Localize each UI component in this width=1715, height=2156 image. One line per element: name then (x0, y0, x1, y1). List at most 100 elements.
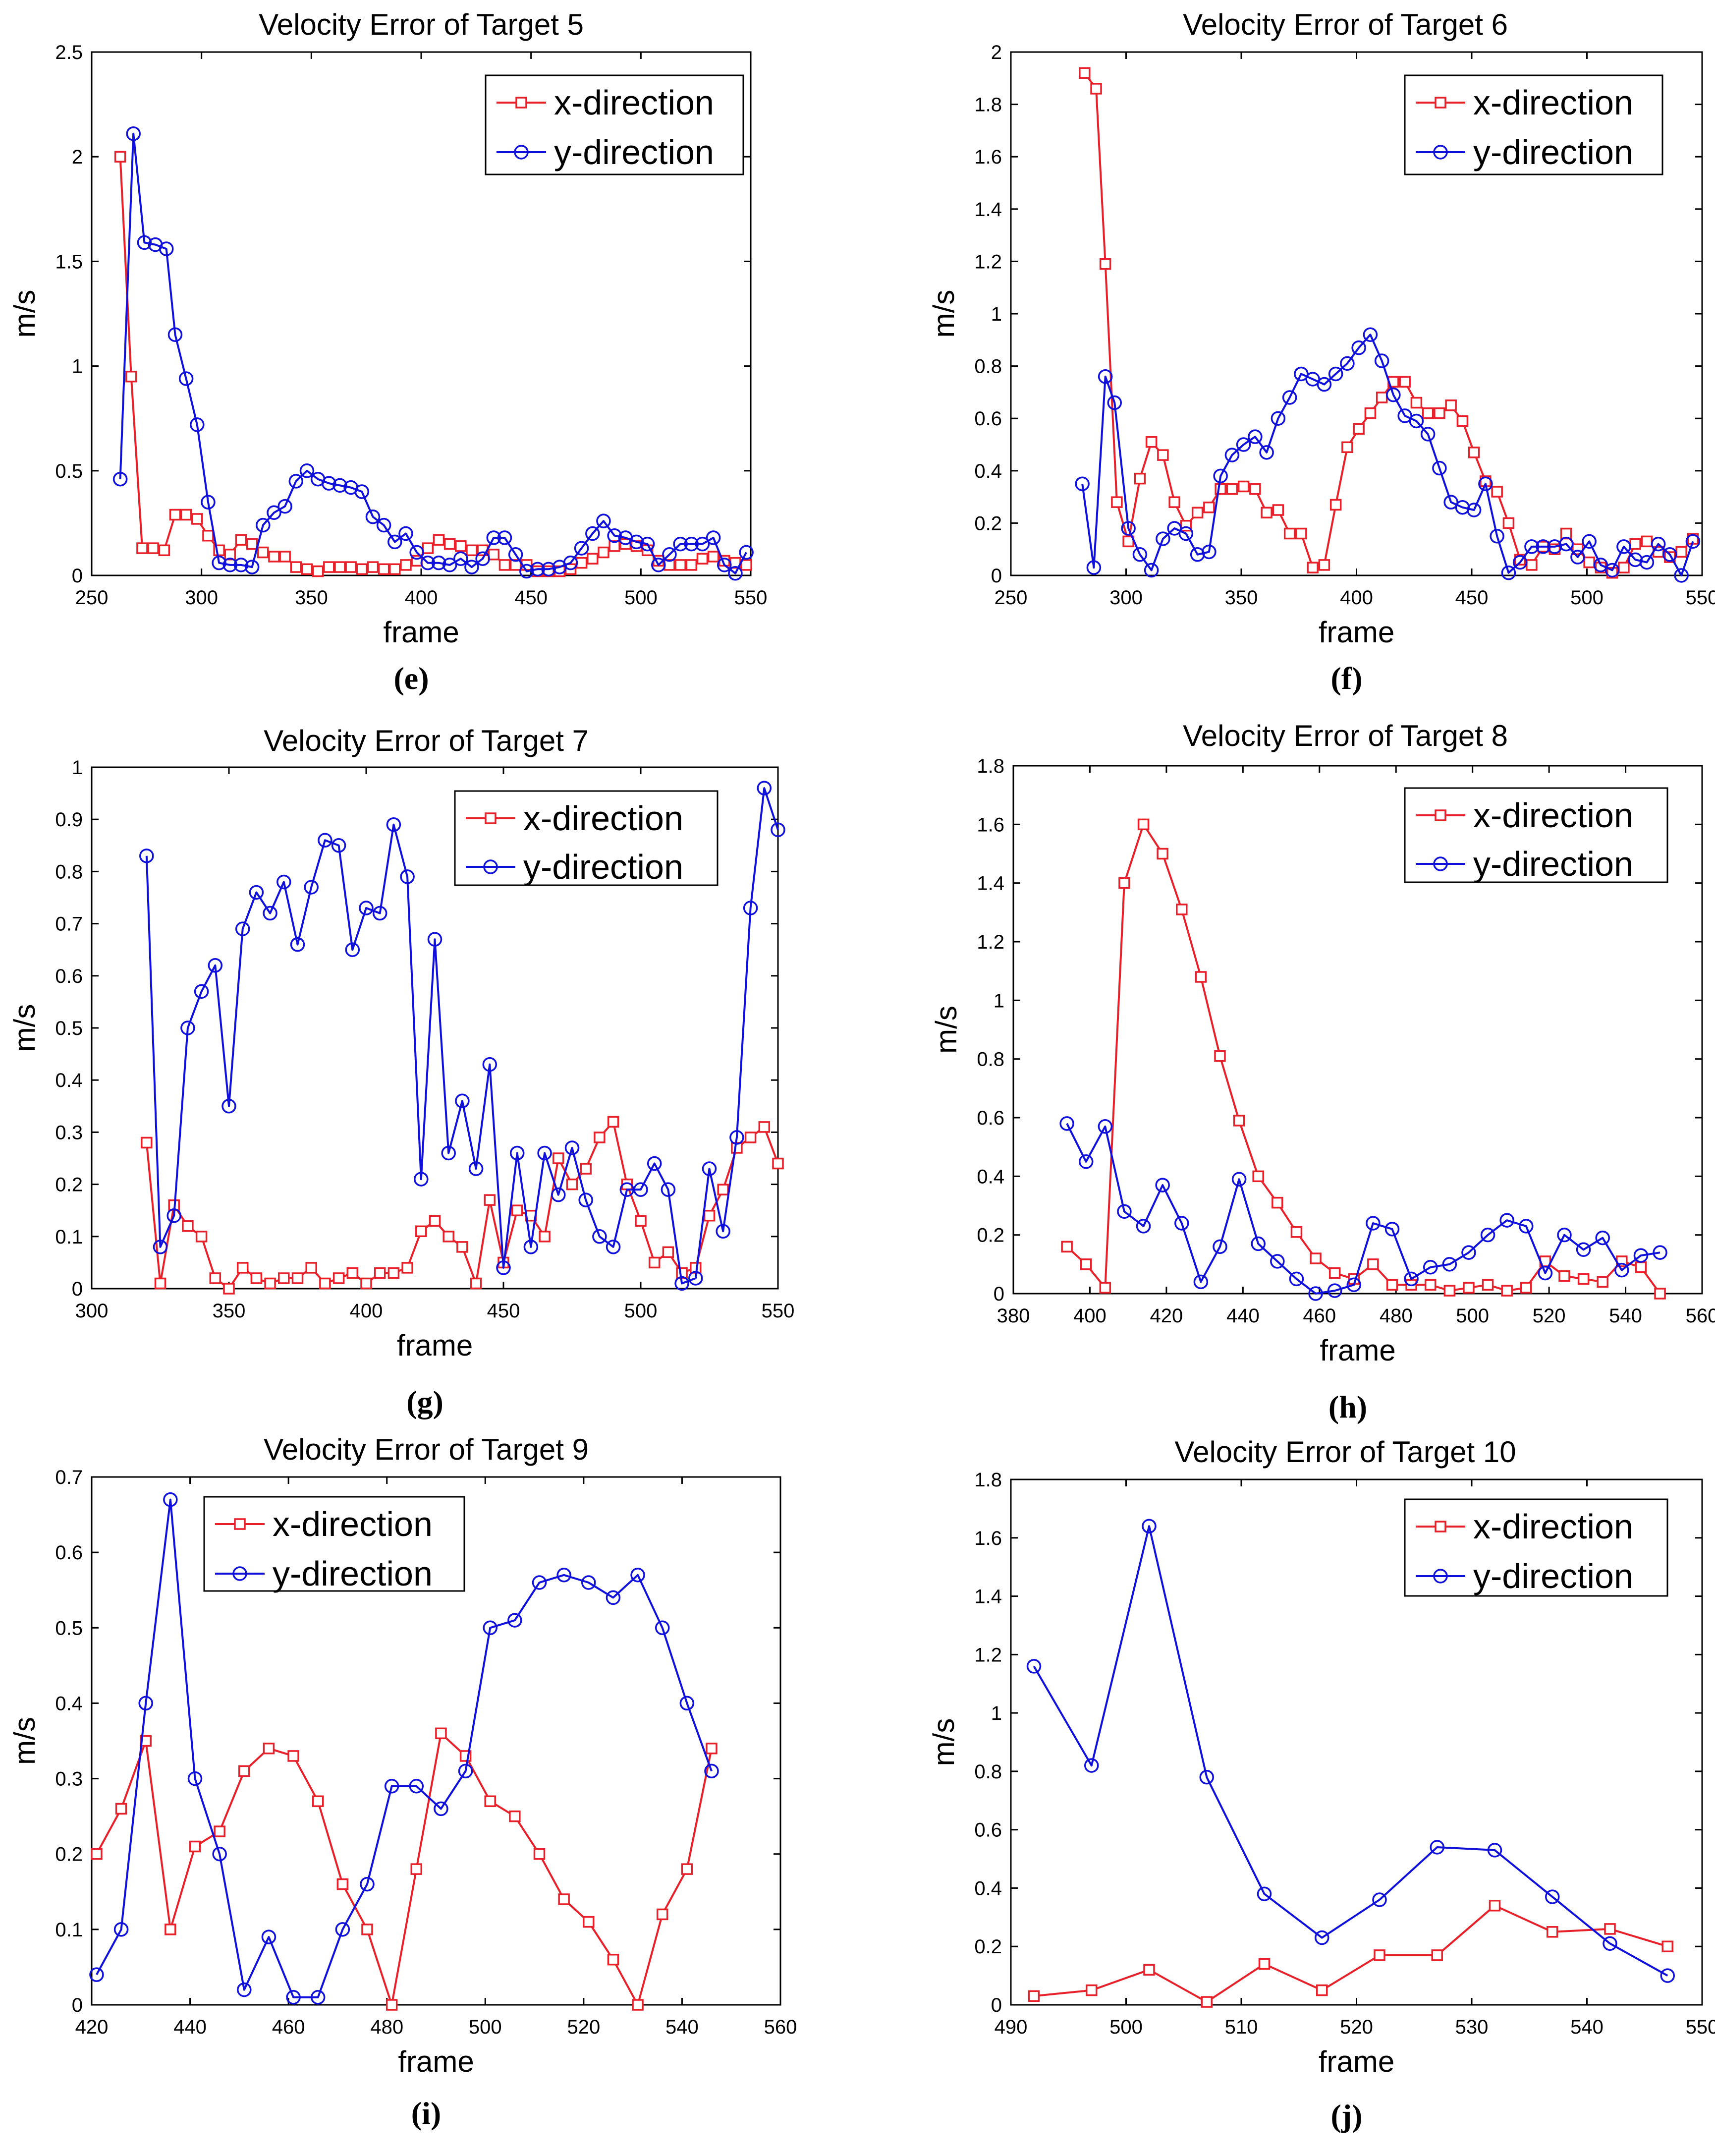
data-point-y (651, 558, 666, 572)
chart-panel-6: Velocity Error of Target 10 490 500 510 520 5… (927, 1435, 1715, 2133)
y-tick-label: 0.2 (974, 1936, 1002, 1958)
data-point-x (332, 1272, 345, 1284)
y-tick-label: 1.8 (977, 755, 1004, 777)
data-point-y (486, 530, 501, 545)
data-point-x (189, 1840, 201, 1853)
data-point-x (158, 544, 170, 557)
x-tick-label: 380 (997, 1305, 1030, 1327)
data-point-x (1145, 436, 1158, 448)
x-axis-label: frame (383, 616, 459, 649)
data-point-y (331, 838, 346, 853)
data-point-y (455, 1093, 470, 1109)
data-point-x (681, 1863, 693, 1875)
chart-title: Velocity Error of Target 7 (264, 724, 589, 757)
data-point-y (1512, 555, 1528, 570)
y-tick-label: 1.8 (974, 94, 1002, 116)
data-point-y (1199, 1769, 1214, 1785)
data-point-y (153, 1240, 168, 1254)
y-tick-label: 0.3 (55, 1122, 83, 1143)
legend-label: x-direction (273, 1505, 433, 1543)
data-point-x (587, 553, 599, 565)
data-point-y (159, 241, 174, 256)
data-point-x (558, 1893, 570, 1905)
data-point-y (365, 509, 381, 524)
y-tick-label: 1.4 (974, 1586, 1002, 1608)
data-point-x (674, 559, 686, 571)
legend: x-direction y-direction (454, 790, 719, 886)
x-tick-label: 400 (1073, 1305, 1106, 1327)
data-point-x (290, 561, 302, 573)
legend-label: y-direction (1473, 845, 1633, 883)
data-point-y (578, 1192, 593, 1207)
data-point-x (455, 540, 467, 552)
x-tick-label: 350 (295, 587, 328, 609)
data-point-y (1366, 1216, 1381, 1231)
data-point-x (594, 1132, 606, 1143)
y-tick-label: 1 (991, 1702, 1002, 1724)
legend-box (203, 1496, 465, 1592)
data-point-x (1654, 1288, 1666, 1300)
y-axis-label: m/s (8, 1004, 41, 1052)
y-tick-label: 0.6 (977, 1107, 1004, 1129)
data-point-y (299, 463, 315, 478)
y-tick-label: 0.8 (974, 1761, 1002, 1783)
y-tick-label: 2.5 (55, 42, 83, 63)
data-point-x (169, 509, 181, 521)
data-point-x (1597, 1276, 1608, 1288)
y-tick-label: 1 (72, 757, 83, 779)
data-point-y (126, 126, 141, 141)
data-point-x (1080, 1258, 1092, 1270)
y-tick-label: 0.6 (974, 408, 1002, 430)
data-point-x (598, 546, 609, 559)
data-point-y (372, 906, 387, 921)
data-point-y (420, 555, 436, 570)
data-point-y (1363, 327, 1378, 342)
data-point-y (194, 984, 209, 999)
data-point-y (359, 901, 374, 915)
x-axis-label: frame (397, 1329, 473, 1362)
data-point-y (322, 476, 336, 491)
data-point-y (1442, 1257, 1457, 1272)
data-point-y (564, 1140, 580, 1155)
data-point-y (1213, 468, 1228, 484)
data-point-y (409, 545, 424, 560)
data-point-y (277, 874, 291, 890)
data-point-x (224, 549, 236, 561)
chart-panel-2: Velocity Error of Target 6 250 300 350 400 45… (927, 8, 1715, 696)
data-point-x (1191, 507, 1204, 519)
data-point-x (707, 551, 719, 563)
data-point-x (263, 1742, 275, 1755)
data-point-x (484, 1194, 496, 1206)
data-point-x (1399, 376, 1411, 388)
data-point-x (1434, 407, 1445, 419)
y-tick-label: 2 (72, 146, 83, 168)
x-axis-label: frame (1320, 1334, 1395, 1367)
data-point-x (374, 1267, 386, 1279)
data-point-y (427, 932, 443, 947)
x-tick-label: 440 (1226, 1305, 1260, 1327)
data-point-x (1367, 1258, 1379, 1270)
data-point-y (1662, 547, 1677, 562)
data-point-y (1409, 413, 1424, 429)
data-point-x (361, 1924, 373, 1935)
data-point-y (1282, 390, 1297, 405)
data-point-y (1386, 387, 1401, 402)
y-axis-label: m/s (930, 1006, 963, 1054)
data-point-x (1341, 441, 1353, 454)
data-point-y (1633, 1248, 1649, 1263)
data-point-y (1315, 1930, 1329, 1945)
data-point-y (475, 551, 490, 566)
data-point-x (386, 1999, 398, 2011)
data-point-x (1604, 1923, 1616, 1935)
data-point-y (290, 937, 305, 952)
data-point-y (256, 517, 271, 533)
data-point-y (166, 1208, 181, 1223)
data-point-y (706, 530, 721, 545)
data-point-x (740, 559, 752, 571)
data-point-y (1098, 369, 1113, 384)
data-point-y (1404, 1271, 1419, 1287)
series-line-y (145, 787, 779, 1285)
data-point-y (431, 555, 446, 570)
data-point-x (703, 1209, 716, 1222)
data-point-x (1318, 559, 1330, 571)
